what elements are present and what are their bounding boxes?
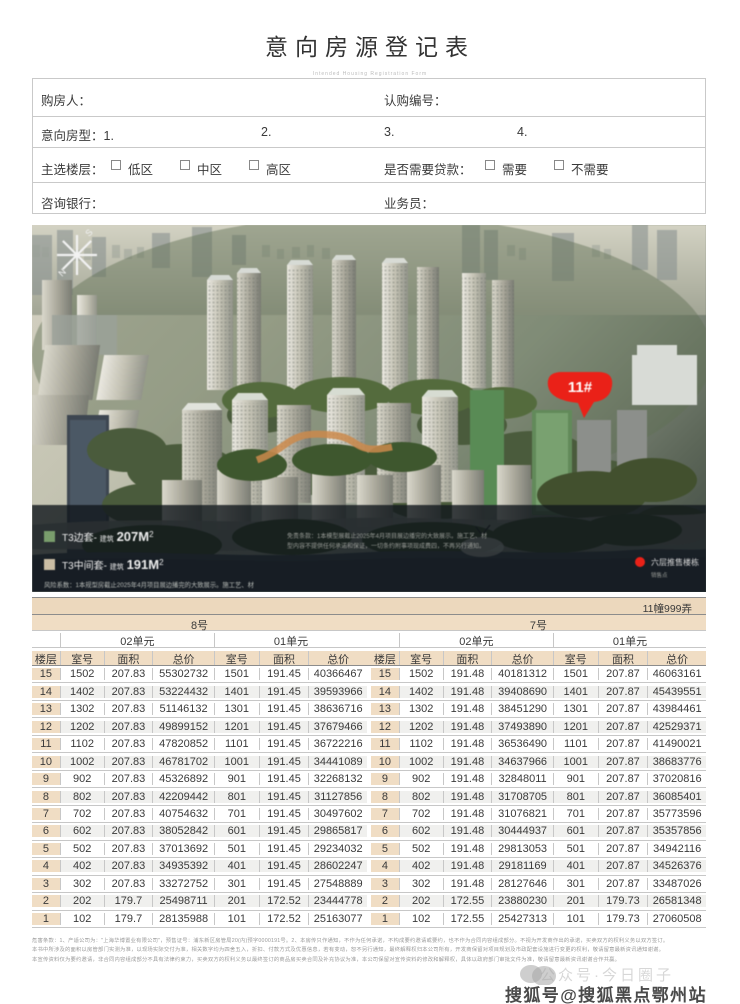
svg-text:销售点: 销售点: [651, 571, 668, 579]
svg-text:六层推售楼栋: 六层推售楼栋: [651, 557, 699, 567]
svg-text:11#: 11#: [568, 379, 593, 396]
svg-text:免责条款：1本模型展截止2025年4月项目展边播完的大致展示: 免责条款：1本模型展截止2025年4月项目展边播完的大致展示。施工艺、材: [287, 532, 487, 540]
svg-text:型内容不提供任何承诺和保证，一切条约附事项现成费四，不再另行: 型内容不提供任何承诺和保证，一切条约附事项现成费四，不再另行通知。: [287, 542, 485, 550]
svg-text:风险系数：1本规型房截止2025年4月项目展边播完的大致展示: 风险系数：1本规型房截止2025年4月项目展边播完的大致展示。施工艺、材: [44, 580, 255, 589]
